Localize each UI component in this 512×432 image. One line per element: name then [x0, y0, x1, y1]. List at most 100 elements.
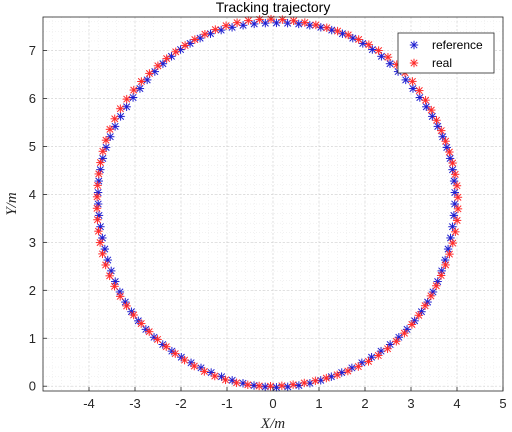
data-point-reference: [408, 84, 418, 93]
data-point-reference: [438, 132, 447, 141]
legend-asterisk-real: [409, 58, 419, 68]
x-tick-label: -3: [129, 396, 141, 411]
data-point-real: [94, 169, 103, 179]
data-point-real: [415, 86, 424, 95]
data-point-real: [300, 18, 310, 27]
data-point-real: [145, 69, 154, 78]
data-point-reference: [261, 18, 270, 28]
data-point-real: [105, 125, 115, 134]
data-point-reference: [443, 244, 453, 254]
data-point-real: [92, 192, 102, 202]
data-point-real: [93, 181, 102, 190]
data-point-reference: [449, 211, 459, 220]
data-point-reference: [122, 102, 131, 111]
data-point-real: [354, 362, 363, 371]
y-tick-label: 4: [29, 187, 36, 202]
data-point-reference: [376, 346, 386, 356]
x-tick-label: 5: [499, 396, 506, 411]
y-tick-label: 1: [29, 331, 36, 346]
data-point-reference: [410, 316, 419, 326]
data-point-real: [448, 238, 457, 248]
data-point-reference: [128, 93, 138, 102]
data-point-real: [162, 342, 171, 351]
data-point-real: [432, 116, 441, 125]
data-point-real: [101, 135, 111, 145]
data-point-real: [105, 271, 114, 281]
data-point-real: [98, 147, 108, 156]
data-point-real: [137, 77, 146, 86]
data-point-reference: [337, 368, 346, 377]
data-point-real: [300, 378, 309, 388]
data-point-real: [266, 382, 275, 391]
data-point-real: [116, 104, 125, 113]
data-point-reference: [433, 122, 442, 131]
data-point-reference: [422, 102, 431, 111]
data-point-real: [116, 292, 125, 301]
data-point-real: [288, 380, 298, 389]
data-point-real: [322, 23, 331, 32]
legend-label-real: real: [432, 56, 452, 70]
chart-title: Tracking trajectory: [216, 0, 331, 15]
data-point-real: [92, 204, 102, 213]
data-point-real: [289, 16, 298, 25]
data-point-real: [383, 52, 393, 62]
data-point-real: [426, 291, 436, 301]
legend-label-reference: reference: [432, 38, 483, 52]
data-point-real: [453, 193, 463, 202]
x-tick-label: -1: [221, 396, 233, 411]
data-point-real: [129, 310, 138, 320]
data-point-reference: [450, 188, 460, 197]
data-point-real: [200, 367, 209, 376]
data-point-real: [311, 20, 321, 30]
data-point-reference: [195, 33, 205, 43]
data-point-real: [171, 47, 180, 56]
data-point-real: [96, 158, 105, 167]
data-point-reference: [450, 199, 459, 209]
data-point-reference: [217, 372, 226, 381]
legend-marker-real: [409, 58, 419, 68]
data-point-real: [122, 94, 131, 104]
data-point-real: [200, 30, 210, 39]
data-point-real: [420, 301, 430, 310]
x-tick-label: 1: [315, 396, 322, 411]
y-tick-label: 5: [29, 139, 36, 154]
data-point-reference: [294, 19, 303, 29]
data-point-real: [110, 282, 119, 291]
data-point-real: [254, 381, 264, 391]
data-point-reference: [445, 154, 455, 163]
data-point-real: [374, 351, 383, 360]
data-point-reference: [135, 84, 145, 93]
y-tick-label: 0: [29, 379, 36, 394]
data-point-real: [445, 249, 454, 259]
data-point-real: [343, 366, 353, 376]
data-point-reference: [110, 122, 120, 131]
data-point-real: [190, 361, 199, 371]
data-point-real: [432, 281, 441, 290]
series-reference: [93, 18, 460, 392]
y-axis-label: Y/m: [4, 192, 20, 216]
data-point-real: [383, 344, 392, 353]
data-point-real: [153, 335, 162, 344]
data-point-real: [322, 373, 331, 383]
legend-asterisk-reference: [409, 40, 419, 50]
data-point-reference: [368, 45, 377, 54]
x-tick-label: -2: [175, 396, 187, 411]
data-point-real: [448, 158, 457, 168]
data-point-reference: [142, 75, 152, 85]
data-point-real: [333, 26, 342, 36]
data-point-real: [452, 216, 462, 225]
x-tick-label: 3: [407, 396, 414, 411]
data-point-real: [354, 35, 363, 44]
data-point-real: [129, 85, 138, 95]
data-point-real: [210, 371, 219, 381]
data-point-real: [344, 30, 353, 40]
data-point-real: [94, 226, 103, 236]
data-point-reference: [367, 353, 376, 362]
x-tick-label: 0: [269, 396, 276, 411]
x-axis-ticks: -4 -3 -2 -1 0 1 2 3 4 5: [83, 387, 507, 411]
data-point-real: [190, 35, 200, 44]
x-tick-label: -4: [83, 396, 95, 411]
data-point-real: [332, 370, 342, 380]
data-point-reference: [283, 18, 292, 28]
data-point-reference: [449, 176, 459, 186]
